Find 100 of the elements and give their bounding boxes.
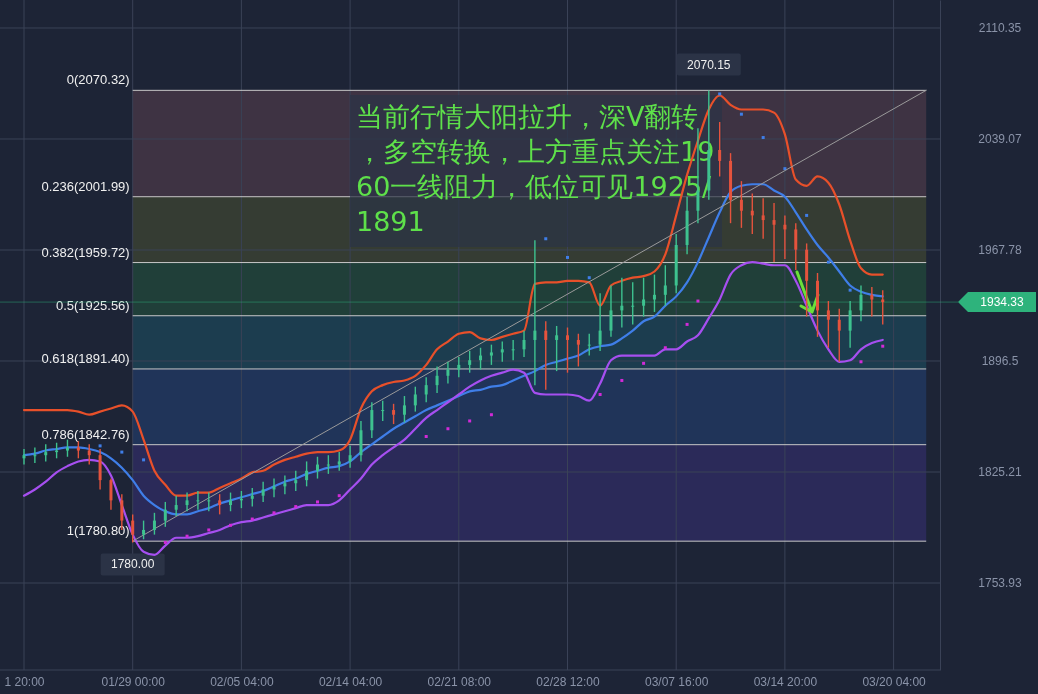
point xyxy=(881,344,885,348)
y-tick-label: 1753.93 xyxy=(978,576,1023,591)
candlestick xyxy=(522,329,526,358)
candlestick xyxy=(131,513,135,544)
candlestick xyxy=(109,477,113,511)
point xyxy=(685,322,689,326)
y-tick-label: 1967.78 xyxy=(978,243,1023,258)
x-tick-label: 1 20:00 xyxy=(4,674,45,689)
point xyxy=(185,534,189,538)
candlestick xyxy=(392,403,396,425)
candlestick xyxy=(435,365,439,394)
candlestick xyxy=(609,284,613,338)
x-tick-label: 03/07 16:00 xyxy=(645,674,709,689)
candlestick xyxy=(33,446,37,464)
point xyxy=(446,427,450,431)
candlestick xyxy=(511,339,515,361)
candlestick xyxy=(555,325,559,372)
candlestick xyxy=(272,477,276,498)
candlestick xyxy=(457,356,461,379)
candlestick xyxy=(544,320,548,391)
candlestick xyxy=(218,493,222,516)
candlestick xyxy=(22,448,26,466)
y-tick-label: 1825.21 xyxy=(978,465,1023,480)
point xyxy=(642,361,646,365)
candlestick xyxy=(294,470,298,492)
point xyxy=(696,299,700,303)
x-tick-label: 02/05 04:00 xyxy=(210,674,274,689)
candlestick xyxy=(424,376,428,403)
candlestick xyxy=(185,491,189,512)
candlestick xyxy=(305,460,309,488)
point xyxy=(250,517,254,521)
point xyxy=(120,450,124,454)
point xyxy=(163,540,167,544)
ref-line-label: 0(2070.32) xyxy=(66,72,130,88)
candlestick xyxy=(533,239,537,386)
point xyxy=(761,136,765,140)
candlestick xyxy=(315,456,319,480)
point xyxy=(272,511,276,515)
x-tick-label: 03/14 20:00 xyxy=(753,674,818,689)
annotation: 2070.15 xyxy=(687,57,731,72)
point xyxy=(468,419,472,423)
point xyxy=(587,276,591,280)
candlestick xyxy=(816,272,820,338)
candlestick xyxy=(142,519,146,540)
candlestick xyxy=(642,276,646,318)
ref-line-label: 0.236(2001.99) xyxy=(41,178,130,194)
point xyxy=(142,458,146,462)
candlestick xyxy=(576,333,580,368)
point xyxy=(315,500,319,504)
candlestick xyxy=(337,451,341,472)
candlestick xyxy=(261,480,265,503)
x-tick-label: 02/14 04:00 xyxy=(318,674,383,689)
y-tick-label: 2039.07 xyxy=(978,132,1023,147)
candlestick xyxy=(761,197,765,240)
point xyxy=(826,260,830,264)
candlestick xyxy=(663,264,667,307)
candlestick xyxy=(826,300,830,349)
candlestick xyxy=(326,454,330,475)
x-tick-label: 02/28 12:00 xyxy=(536,674,601,689)
point xyxy=(663,346,667,350)
candlestick xyxy=(446,361,450,385)
point xyxy=(598,392,602,396)
annotation: 1780.00 xyxy=(111,557,155,572)
y-tick-label: 2110.35 xyxy=(978,21,1022,36)
candlestick xyxy=(348,445,352,469)
candlestick xyxy=(566,326,569,374)
candlestick xyxy=(500,340,504,363)
x-tick-label: 01/29 00:00 xyxy=(101,674,166,689)
point xyxy=(566,255,569,259)
candlestick xyxy=(631,281,635,326)
point xyxy=(718,92,722,96)
point xyxy=(294,505,298,509)
point xyxy=(739,112,743,116)
candlestick xyxy=(402,395,406,424)
candlestick xyxy=(229,491,233,512)
line-series xyxy=(22,261,884,556)
candlestick xyxy=(718,121,722,178)
candlestick xyxy=(848,300,852,349)
point xyxy=(424,435,428,439)
candlestick xyxy=(250,487,254,508)
candlestick xyxy=(196,490,200,511)
ref-line-label: 0.618(1891.40) xyxy=(41,350,130,366)
candlestick xyxy=(468,350,472,374)
point xyxy=(207,528,211,532)
candlestick xyxy=(152,512,156,536)
point xyxy=(98,444,102,448)
candlestick xyxy=(587,333,591,357)
line-series xyxy=(22,94,884,497)
candlestick xyxy=(370,401,374,439)
point xyxy=(859,360,863,364)
candlestick xyxy=(794,222,798,271)
ref-line-label: 0.382(1959.72) xyxy=(41,244,130,260)
candlestick xyxy=(413,385,417,413)
candlestick xyxy=(163,501,167,528)
point xyxy=(544,237,548,241)
point xyxy=(783,167,787,171)
candlestick xyxy=(598,292,602,352)
point xyxy=(229,523,233,527)
point xyxy=(620,378,624,382)
candlestick xyxy=(283,474,287,495)
